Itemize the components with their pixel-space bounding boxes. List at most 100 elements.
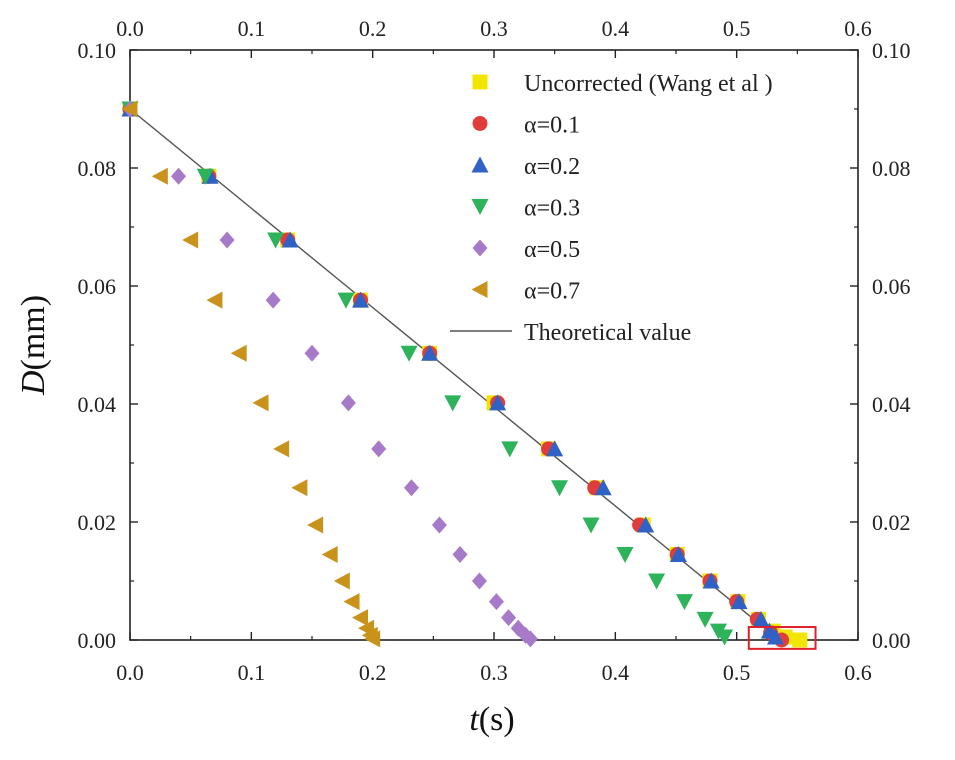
data-point-series-5 xyxy=(307,516,324,534)
data-point-series-5 xyxy=(364,630,381,648)
data-point-series-5 xyxy=(252,394,269,412)
data-point-series-3 xyxy=(675,594,693,611)
data-point-series-4 xyxy=(501,609,517,627)
data-point-series-3 xyxy=(716,629,734,646)
data-point-series-2 xyxy=(637,516,655,533)
data-point-series-5 xyxy=(291,479,308,497)
highlight-box xyxy=(747,626,817,650)
legend-label-series-3: α=0.3 xyxy=(524,196,580,222)
y-tick-label-right: 0.08 xyxy=(872,156,911,181)
data-point-series-4 xyxy=(340,394,356,412)
x-tick-label-bottom: 0.3 xyxy=(480,660,508,685)
plot-frame xyxy=(129,49,859,641)
data-point-series-2 xyxy=(752,610,770,627)
x-tick-label-top: 0.6 xyxy=(844,16,872,41)
series-3-points xyxy=(121,101,734,646)
plot-frame-group xyxy=(129,49,859,641)
x-tick-label-bottom: 0.0 xyxy=(116,660,144,685)
x-tick-label-top: 0.1 xyxy=(238,16,266,41)
data-point-series-3 xyxy=(400,345,418,362)
legend-label-series-6: Theoretical value xyxy=(524,320,691,346)
legend-label-series-5: α=0.7 xyxy=(524,279,580,305)
data-point-series-3 xyxy=(196,168,214,185)
data-point-series-2 xyxy=(546,440,564,457)
y-axis-unit: (mm) xyxy=(15,295,52,371)
y-axis-title: D(mm) xyxy=(15,295,52,396)
data-point-series-4 xyxy=(471,572,487,590)
data-point-series-3 xyxy=(582,517,600,534)
y-axis-variable: D xyxy=(15,370,52,396)
data-point-series-3 xyxy=(648,573,666,590)
y-tick-label-left: 0.10 xyxy=(78,38,117,63)
data-point-series-2 xyxy=(669,545,687,562)
x-axis-variable: t xyxy=(469,701,480,738)
x-axis-unit: (s) xyxy=(479,701,515,738)
data-point-series-4 xyxy=(265,291,281,309)
data-point-series-5 xyxy=(321,545,338,563)
legend-marker-series-4 xyxy=(472,239,488,257)
data-point-series-3 xyxy=(444,395,462,412)
series-4-points xyxy=(122,100,538,648)
data-point-series-2 xyxy=(352,291,370,308)
y-tick-label-left: 0.08 xyxy=(78,156,117,181)
legend-label-series-2: α=0.2 xyxy=(524,154,580,180)
x-tick-label-bottom: 0.6 xyxy=(844,660,872,685)
y-tick-label-right: 0.00 xyxy=(872,628,911,653)
x-axis-title: t(s) xyxy=(469,701,514,738)
data-point-series-3 xyxy=(696,611,714,628)
data-point-series-5 xyxy=(273,440,290,458)
legend: Uncorrected (Wang et al ) α=0.1 α=0.2 α=0.3… xyxy=(450,71,773,346)
legend-label-series-4: α=0.5 xyxy=(524,237,580,263)
y-tick-label-right: 0.06 xyxy=(872,274,911,299)
legend-marker-series-1 xyxy=(472,116,488,131)
data-point-series-5 xyxy=(230,344,247,362)
data-point-series-3 xyxy=(337,292,355,309)
legend-label-series-1: α=0.1 xyxy=(524,113,580,139)
data-point-series-5 xyxy=(121,100,138,118)
data-point-series-2 xyxy=(594,479,612,496)
data-point-series-4 xyxy=(431,516,447,534)
data-point-series-2 xyxy=(281,231,299,248)
data-point-series-2 xyxy=(702,572,720,589)
data-point-series-0 xyxy=(792,632,808,648)
tick-group: 0.00.00.10.10.20.20.30.30.40.40.50.50.60… xyxy=(78,16,911,685)
data-point-series-5 xyxy=(352,609,369,627)
legend-label-series-0: Uncorrected (Wang et al ) xyxy=(524,71,773,97)
data-point-series-3 xyxy=(501,441,519,458)
y-tick-label-right: 0.10 xyxy=(872,38,911,63)
data-point-series-2 xyxy=(489,394,507,411)
data-point-series-4 xyxy=(403,479,419,497)
x-tick-label-bottom: 0.5 xyxy=(723,660,751,685)
data-point-series-2 xyxy=(421,344,439,361)
data-point-series-3 xyxy=(551,480,569,497)
data-point-series-2 xyxy=(730,593,748,610)
highlight-group xyxy=(747,626,817,650)
series-5-points xyxy=(121,100,381,648)
data-point-series-5 xyxy=(206,291,223,309)
data-point-series-2 xyxy=(766,628,784,645)
legend-marker-series-0 xyxy=(472,74,488,90)
data-point-series-4 xyxy=(304,344,320,362)
data-point-series-5 xyxy=(333,572,350,590)
data-point-series-5 xyxy=(343,593,360,611)
data-point-series-5 xyxy=(151,167,168,185)
data-point-group xyxy=(121,100,808,648)
y-tick-label-left: 0.00 xyxy=(78,628,117,653)
data-point-series-4 xyxy=(522,630,538,648)
x-tick-label-top: 0.2 xyxy=(359,16,387,41)
x-tick-label-top: 0.3 xyxy=(480,16,508,41)
y-tick-label-left: 0.04 xyxy=(78,392,117,417)
x-tick-label-top: 0.0 xyxy=(116,16,144,41)
data-point-series-4 xyxy=(171,167,187,185)
data-point-series-3 xyxy=(616,546,634,563)
data-point-series-3 xyxy=(267,232,285,249)
x-tick-label-top: 0.4 xyxy=(602,16,630,41)
x-tick-label-bottom: 0.2 xyxy=(359,660,387,685)
legend-marker-series-3 xyxy=(471,199,489,215)
x-tick-label-bottom: 0.1 xyxy=(238,660,266,685)
y-tick-label-right: 0.02 xyxy=(872,510,911,535)
series-0-points xyxy=(122,101,808,648)
data-point-series-4 xyxy=(219,231,235,249)
data-point-series-5 xyxy=(182,231,199,249)
